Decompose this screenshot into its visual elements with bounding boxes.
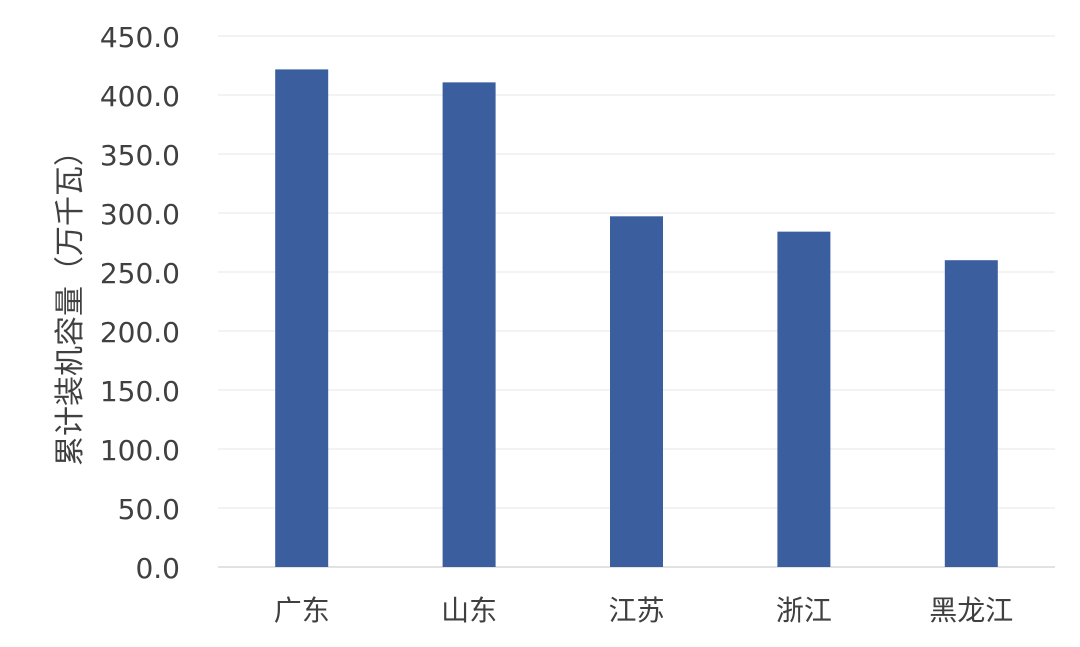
bar xyxy=(442,82,496,568)
y-tick-label: 50.0 xyxy=(118,493,180,526)
bars xyxy=(275,69,998,568)
x-axis-ticks: 广东 山东 江苏 浙江 黑龙江 xyxy=(274,594,1014,627)
x-tick-label: 广东 xyxy=(274,594,330,627)
y-tick-label: 150.0 xyxy=(100,375,180,408)
y-tick-label: 100.0 xyxy=(100,434,180,467)
y-tick-label: 400.0 xyxy=(100,80,180,113)
y-axis-label: 累计装机容量（万千瓦） xyxy=(53,136,88,466)
x-tick-label: 山东 xyxy=(441,594,497,627)
y-tick-label: 200.0 xyxy=(100,316,180,349)
y-tick-label: 300.0 xyxy=(100,198,180,231)
bar xyxy=(944,260,998,567)
y-axis-ticks: 0.0 50.0 100.0 150.0 200.0 250.0 300.0 350.0 400… xyxy=(100,21,180,585)
x-tick-label: 江苏 xyxy=(608,594,664,627)
y-tick-label: 350.0 xyxy=(100,139,180,172)
x-tick-label: 浙江 xyxy=(776,594,832,627)
bar xyxy=(777,231,831,568)
x-tick-label: 黑龙江 xyxy=(929,594,1013,627)
bar xyxy=(275,69,329,568)
y-tick-label: 450.0 xyxy=(100,21,180,54)
y-tick-label: 0.0 xyxy=(135,552,180,585)
y-tick-label: 250.0 xyxy=(100,257,180,290)
bar xyxy=(610,216,663,567)
